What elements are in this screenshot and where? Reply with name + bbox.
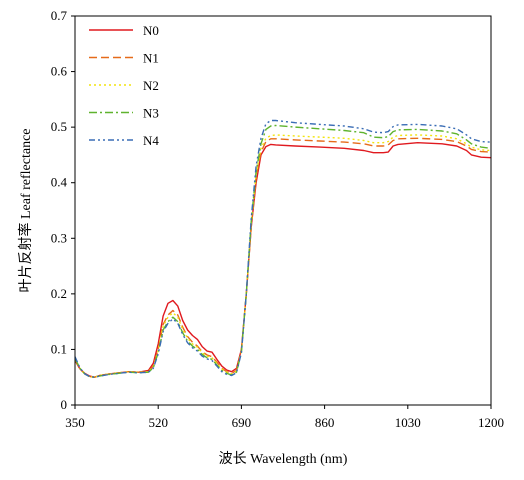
series-line-n2 xyxy=(74,134,492,378)
x-tick-label: 350 xyxy=(65,415,85,430)
legend-label-n2: N2 xyxy=(143,78,159,93)
legend: N0 N1 N2 N3 N4 xyxy=(89,23,159,148)
series-line-n0 xyxy=(74,142,492,378)
y-axis-title: 叶片反射率 Leaf reflectance xyxy=(17,128,34,292)
legend-label-n3: N3 xyxy=(143,106,159,121)
y-tick-label: 0.7 xyxy=(51,8,68,23)
y-tick-label: 0.6 xyxy=(51,64,68,79)
series-line-n3 xyxy=(74,124,492,378)
x-tick-label: 1030 xyxy=(395,415,421,430)
x-tick-label: 1200 xyxy=(478,415,504,430)
legend-label-n4: N4 xyxy=(143,133,159,148)
x-axis-ticks: 350 520 690 860 1030 1200 xyxy=(65,405,504,430)
legend-label-n0: N0 xyxy=(143,23,159,38)
legend-label-n1: N1 xyxy=(143,51,159,66)
y-tick-label: 0.1 xyxy=(51,341,67,356)
y-tick-label: 0 xyxy=(61,397,68,412)
y-axis-ticks: 0 0.1 0.2 0.3 0.4 0.5 0.6 0.7 xyxy=(51,8,75,412)
y-tick-label: 0.2 xyxy=(51,286,67,301)
x-tick-label: 860 xyxy=(315,415,335,430)
series-line-n4 xyxy=(74,119,492,378)
y-tick-label: 0.4 xyxy=(51,175,68,190)
plot-frame xyxy=(74,15,492,406)
x-tick-label: 520 xyxy=(148,415,168,430)
series-line-n1 xyxy=(74,137,492,378)
x-tick-label: 690 xyxy=(232,415,252,430)
y-tick-label: 0.3 xyxy=(51,230,67,245)
plot-lines xyxy=(74,119,492,378)
y-tick-label: 0.5 xyxy=(51,119,67,134)
x-axis-title: 波长 Wavelength (nm) xyxy=(219,451,348,467)
